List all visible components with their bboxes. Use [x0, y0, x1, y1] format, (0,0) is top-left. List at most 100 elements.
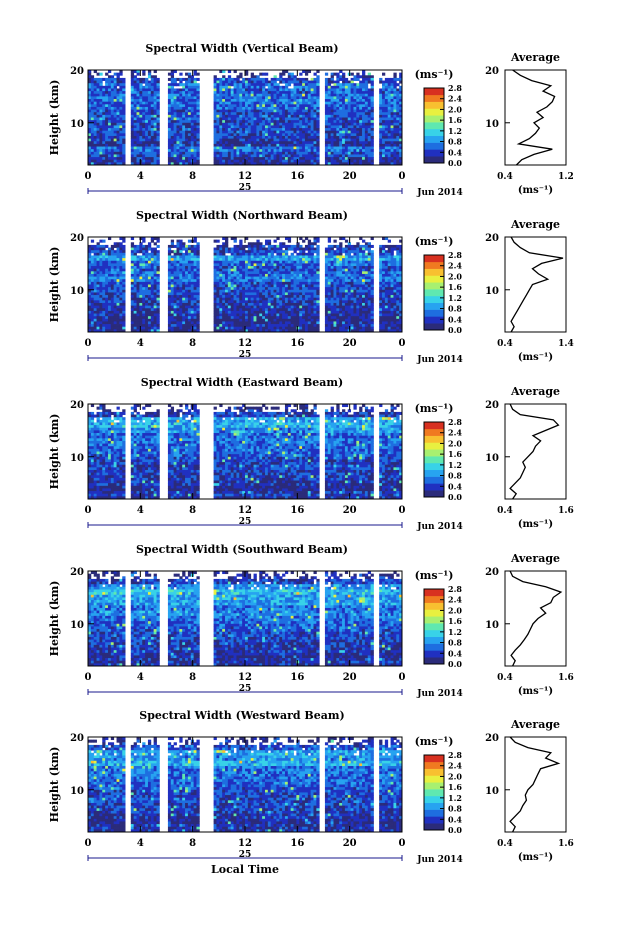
heatmap-cell	[97, 314, 100, 317]
heatmap-cell	[359, 152, 362, 155]
heatmap-cell	[185, 290, 188, 293]
heatmap-cell	[171, 144, 174, 147]
heatmap-cell	[168, 306, 171, 309]
heatmap-cell	[234, 152, 237, 155]
heatmap-cell	[254, 102, 257, 105]
heatmap-cell	[137, 282, 140, 285]
heatmap-cell	[368, 104, 371, 107]
heatmap-cell	[157, 78, 160, 81]
heatmap-cell	[122, 157, 125, 160]
heatmap-cell	[179, 139, 182, 142]
heatmap-cell	[331, 91, 334, 94]
heatmap-cell	[154, 274, 157, 277]
heatmap-cell	[236, 160, 239, 163]
heatmap-cell	[188, 300, 191, 303]
heatmap-cell	[276, 118, 279, 121]
heatmap-cell	[196, 86, 199, 89]
heatmap-cell	[148, 96, 151, 99]
heatmap-cell	[356, 149, 359, 152]
heatmap-cell	[391, 94, 394, 97]
heatmap-cell	[251, 258, 254, 261]
heatmap-cell	[102, 314, 105, 317]
heatmap-cell	[194, 125, 197, 128]
heatmap-cell	[242, 78, 245, 81]
heatmap-cell	[234, 118, 237, 121]
heatmap-cell	[391, 128, 394, 131]
heatmap-cell	[342, 152, 345, 155]
heatmap-cell	[251, 144, 254, 147]
heatmap-cell	[382, 96, 385, 99]
heatmap-cell	[94, 154, 97, 157]
heatmap-cell	[145, 139, 148, 142]
heatmap-cell	[142, 88, 145, 91]
heatmap-cell	[239, 88, 242, 91]
heatmap-cell	[131, 308, 134, 311]
heatmap-cell	[111, 253, 114, 256]
heatmap-cell	[242, 123, 245, 126]
heatmap-cell	[311, 94, 314, 97]
heatmap-cell	[194, 81, 197, 84]
heatmap-cell	[302, 107, 305, 110]
heatmap-cell	[391, 154, 394, 157]
heatmap-cell	[302, 83, 305, 86]
heatmap-cell	[328, 154, 331, 157]
heatmap-cell	[185, 104, 188, 107]
heatmap-cell	[328, 83, 331, 86]
heatmap-cell	[282, 78, 285, 81]
heatmap-cell	[157, 282, 160, 285]
heatmap-cell	[388, 144, 391, 147]
heatmap-cell	[391, 78, 394, 81]
heatmap-cell	[228, 120, 231, 123]
heatmap-cell	[308, 110, 311, 113]
heatmap-cell	[191, 271, 194, 274]
heatmap-cell	[248, 110, 251, 113]
heatmap-cell	[308, 128, 311, 131]
heatmap-cell	[145, 290, 148, 293]
heatmap-cell	[191, 88, 194, 91]
heatmap-cell	[139, 112, 142, 115]
heatmap-cell	[137, 102, 140, 105]
heatmap-cell	[131, 73, 134, 76]
heatmap-cell	[294, 102, 297, 105]
heatmap-cell	[276, 120, 279, 123]
heatmap-cell	[254, 250, 257, 253]
heatmap-cell	[245, 306, 248, 309]
heatmap-cell	[148, 261, 151, 264]
heatmap-cell	[94, 81, 97, 84]
heatmap-cell	[391, 86, 394, 89]
heatmap-cell	[236, 120, 239, 123]
heatmap-cell	[137, 154, 140, 157]
heatmap-cell	[114, 298, 117, 301]
heatmap-cell	[219, 152, 222, 155]
heatmap-cell	[119, 107, 122, 110]
heatmap-cell	[239, 160, 242, 163]
heatmap-cell	[256, 306, 259, 309]
heatmap-cell	[119, 154, 122, 157]
heatmap-cell	[222, 75, 225, 78]
heatmap-cell	[359, 136, 362, 139]
heatmap-cell	[131, 253, 134, 256]
heatmap-cell	[154, 316, 157, 319]
heatmap-cell	[251, 112, 254, 115]
heatmap-cell	[148, 144, 151, 147]
heatmap-cell	[94, 102, 97, 105]
heatmap-cell	[268, 94, 271, 97]
heatmap-cell	[117, 255, 120, 258]
heatmap-cell	[157, 96, 160, 99]
heatmap-cell	[242, 88, 245, 91]
heatmap-cell	[122, 314, 125, 317]
heatmap-cell	[137, 324, 140, 327]
heatmap-cell	[174, 308, 177, 311]
heatmap-cell	[97, 242, 100, 245]
heatmap-cell	[137, 245, 140, 248]
heatmap-cell	[236, 99, 239, 102]
heatmap-cell	[131, 316, 134, 319]
heatmap-cell	[176, 136, 179, 139]
heatmap-cell	[251, 86, 254, 89]
heatmap-cell	[188, 271, 191, 274]
heatmap-cell	[248, 319, 251, 322]
heatmap-cell	[154, 160, 157, 163]
heatmap-cell	[279, 139, 282, 142]
heatmap-cell	[174, 319, 177, 322]
heatmap-cell	[154, 99, 157, 102]
